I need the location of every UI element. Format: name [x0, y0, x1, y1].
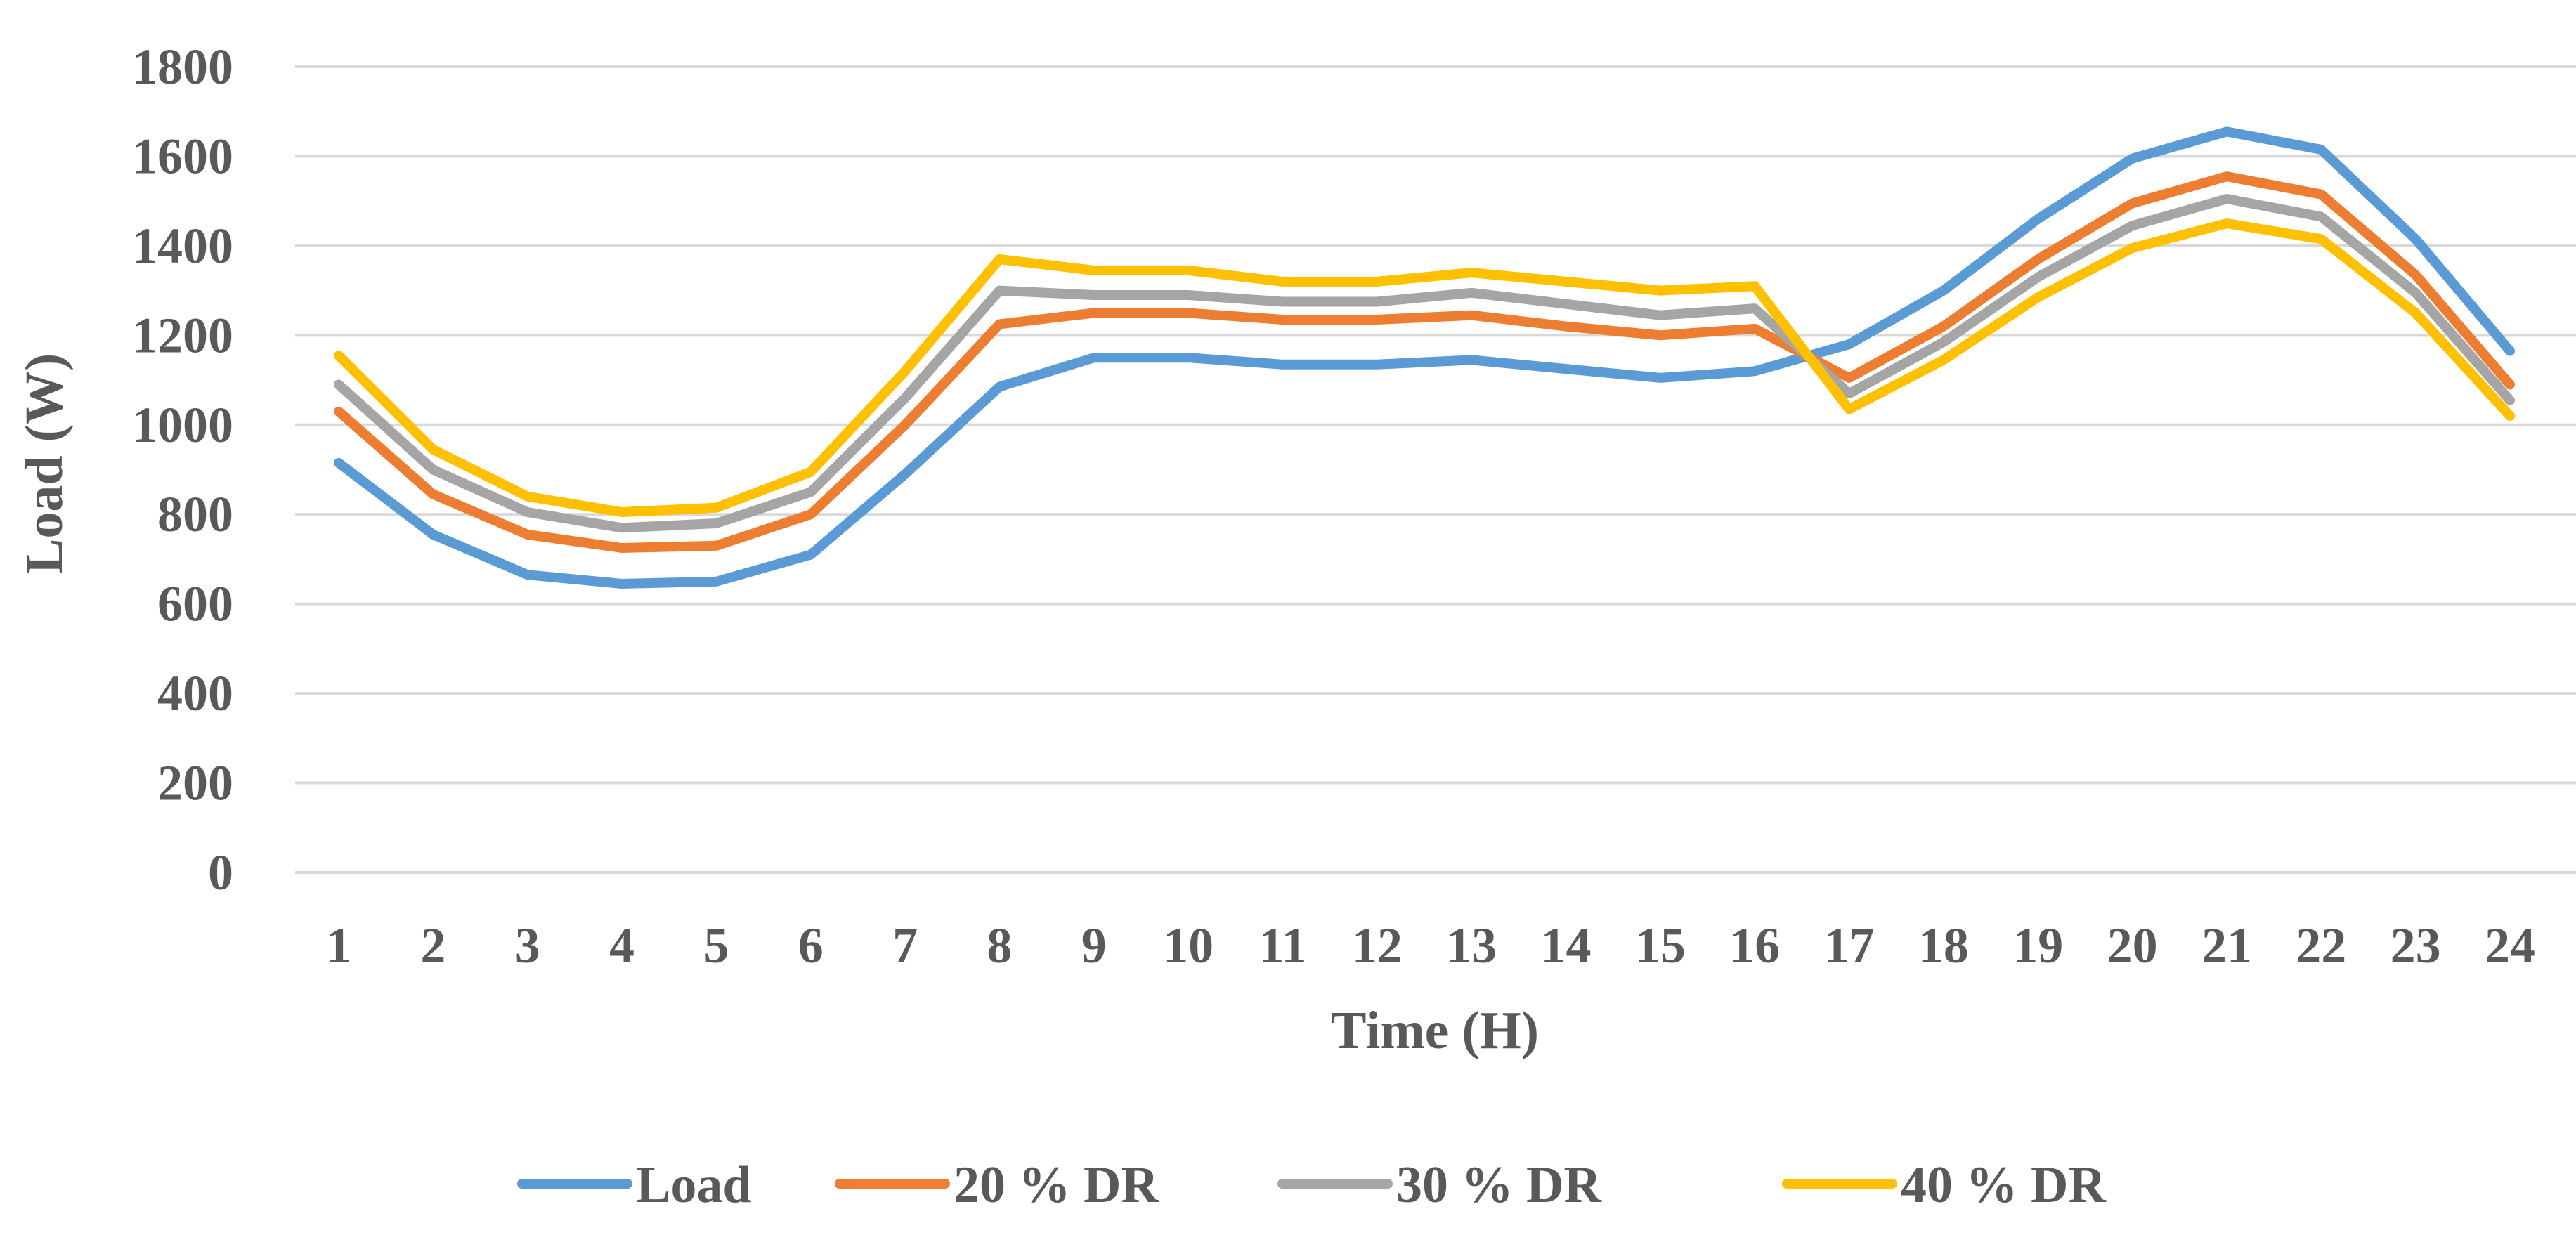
y-axis-title: Load (W): [15, 353, 74, 575]
legend-label-0: Load: [636, 1156, 752, 1214]
x-tick-label: 3: [515, 917, 540, 974]
y-tick-label: 800: [157, 486, 233, 542]
y-axis-tick-labels: 0 200 400 600 800 1000 1200 1400 1600 1800: [132, 39, 233, 901]
x-tick-label: 15: [1635, 917, 1686, 974]
legend-label-2: 30 % DR: [1396, 1156, 1602, 1214]
y-tick-label: 1400: [132, 218, 233, 274]
legend-label-1: 20 % DR: [954, 1156, 1159, 1214]
x-axis-tick-labels: 1 2 3 4 5 6 7 8 9 10 11 12 13 14 15 16 17 18 19 20 21 22 23 24: [326, 917, 2535, 974]
series-line-2: [334, 194, 2515, 533]
y-tick-label: 600: [157, 576, 233, 632]
y-tick-label: 1000: [132, 397, 233, 453]
series-line-3: [334, 218, 2515, 517]
x-tick-label: 7: [892, 917, 918, 974]
y-tick-label: 1600: [132, 128, 233, 184]
x-tick-label: 23: [2390, 917, 2441, 974]
x-tick-label: 10: [1163, 917, 1214, 974]
x-tick-label: 22: [2296, 917, 2346, 974]
x-tick-label: 12: [1352, 917, 1403, 974]
x-tick-label: 11: [1258, 917, 1306, 974]
x-tick-label: 5: [703, 917, 729, 974]
legend: Load 20 % DR 30 % DR 40 % DR: [517, 1156, 2107, 1214]
x-tick-label: 20: [2107, 917, 2158, 974]
x-tick-label: 4: [609, 917, 635, 974]
x-tick-label: 1: [326, 917, 351, 974]
x-tick-label: 14: [1541, 917, 1592, 974]
x-tick-label: 2: [420, 917, 445, 974]
legend-label-3: 40 % DR: [1901, 1156, 2107, 1214]
x-tick-label: 24: [2485, 917, 2535, 974]
y-tick-label: 1200: [132, 307, 233, 363]
x-tick-label: 9: [1081, 917, 1107, 974]
y-tick-label: 1800: [132, 39, 233, 95]
y-tick-label: 200: [157, 755, 233, 811]
series-line-1: [334, 171, 2515, 553]
x-axis-title: Time (H): [1331, 1001, 1539, 1060]
y-tick-label: 0: [208, 844, 233, 901]
y-tick-label: 400: [157, 665, 233, 721]
x-tick-label: 16: [1729, 917, 1780, 974]
x-tick-label: 17: [1824, 917, 1875, 974]
x-tick-label: 13: [1446, 917, 1497, 974]
x-tick-label: 8: [987, 917, 1012, 974]
x-tick-label: 21: [2201, 917, 2252, 974]
x-tick-label: 18: [1918, 917, 1969, 974]
series-line-0: [334, 126, 2515, 589]
data-series: [334, 126, 2515, 589]
x-tick-label: 6: [798, 917, 824, 974]
grid-lines: [295, 65, 2576, 874]
x-tick-label: 19: [2012, 917, 2063, 974]
